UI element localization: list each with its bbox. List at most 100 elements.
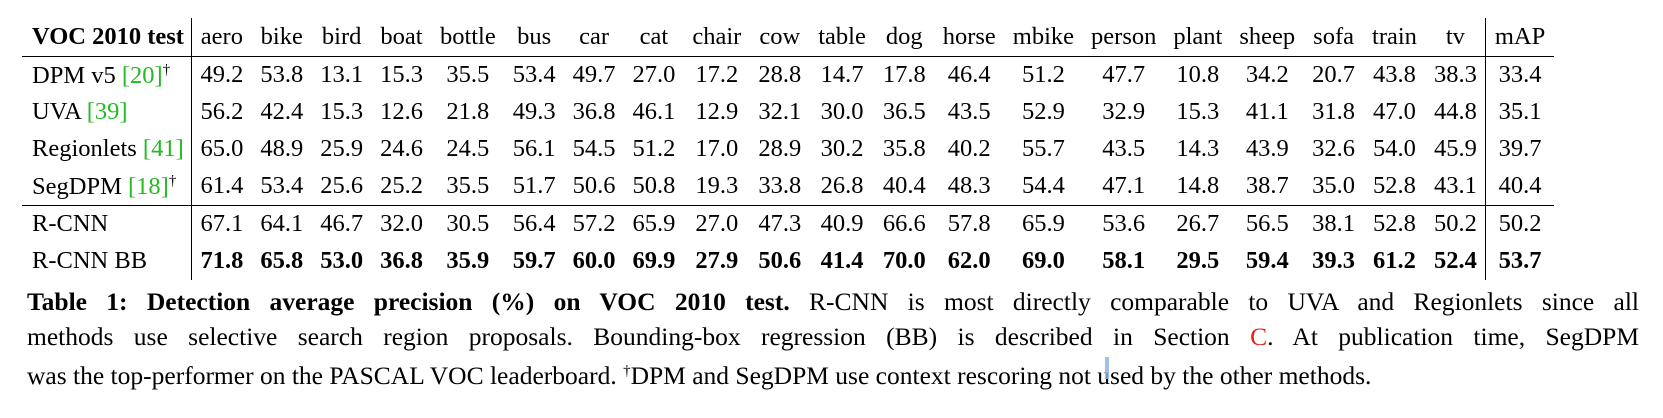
method-name: DPM v5 (32, 61, 122, 89)
ap-value-cell: 14.8 (1164, 168, 1231, 206)
ap-value-cell: 65.0 (190, 131, 252, 168)
table-caption: Table 1: Detection average precision (%)… (27, 284, 1639, 393)
ap-value-cell: 24.6 (380, 135, 423, 163)
ap-value-cell: 26.7 (1176, 210, 1220, 238)
table-row: Regionlets [41] 65.0 48.9 25.9 24.6 24.5 56.1 5… (22, 131, 1554, 168)
ap-value-cell: 60.0 (572, 247, 616, 275)
citation-link[interactable]: [39] (86, 98, 128, 126)
map-value-cell: 33.4 (1485, 56, 1554, 94)
map-value-cell: 35.1 (1485, 94, 1554, 131)
ap-value-cell: 36.8 (572, 98, 616, 126)
ap-value-cell: 15.3 (320, 98, 364, 126)
caption-text-1: R-CNN is most directly comparable to UVA… (789, 287, 1640, 316)
dagger-mark: † (168, 172, 177, 189)
section-link[interactable]: C (1250, 322, 1268, 351)
ap-value-cell: 32.0 (380, 210, 423, 238)
ap-value-cell: 30.5 (446, 210, 490, 238)
citation-link[interactable]: [18] (127, 172, 169, 200)
column-header: sheep (1230, 18, 1304, 57)
ap-value-cell: 39.3 (1312, 247, 1356, 275)
ap-value-cell: 40.9 (820, 210, 864, 238)
ap-value-cell: 32.9 (1102, 98, 1146, 126)
ap-value-cell: 17.2 (695, 61, 739, 89)
ap-value-cell: 56.1 (512, 135, 556, 163)
ap-value-cell: 49.2 (190, 56, 252, 94)
ap-value-cell: 43.9 (1245, 135, 1289, 163)
ap-value-cell: 62.0 (947, 247, 991, 275)
column-header: bus (504, 18, 565, 57)
ap-value-cell: 56.2 (190, 94, 252, 131)
results-table: VOC 2010 test aero bike bird boat bottle bus c… (22, 18, 1554, 280)
ap-value-cell: 46.4 (947, 61, 991, 89)
map-value-cell: 53.7 (1485, 243, 1554, 280)
ap-value-cell: 43.5 (947, 98, 991, 126)
ap-value-cell: 55.7 (1021, 135, 1065, 163)
citation-link[interactable]: [20] (121, 61, 163, 89)
method-name: SegDPM (32, 172, 128, 200)
ap-value-cell: 44.8 (1433, 98, 1477, 126)
ap-value-cell: 57.2 (572, 210, 616, 238)
ap-value-cell: 57.8 (947, 210, 991, 238)
ap-value-cell: 35.0 (1303, 168, 1364, 206)
ap-value-cell: 28.9 (758, 135, 802, 163)
method-name: R-CNN BB (32, 247, 148, 275)
ap-value-cell: 52.9 (1021, 98, 1065, 126)
column-header: mbike (1004, 18, 1083, 57)
ap-value-cell: 35.9 (446, 247, 490, 275)
ap-value-cell: 69.9 (632, 247, 676, 275)
ap-value-cell: 43.8 (1373, 61, 1416, 89)
method-name: R-CNN (32, 210, 109, 238)
dagger-mark: † (623, 363, 631, 379)
ap-value-cell: 12.6 (380, 98, 423, 126)
ap-value-cell: 43.1 (1425, 168, 1486, 206)
column-header: train (1363, 18, 1426, 57)
method-label: R-CNN BB (22, 243, 191, 280)
table-body: DPM v5 [20]† 49.2 53.8 13.1 15.3 35.5 53.4 49.7… (22, 56, 1554, 280)
ap-value-cell: 30.2 (820, 135, 864, 163)
ap-value-cell: 58.1 (1102, 247, 1146, 275)
dagger-mark: † (162, 61, 171, 78)
ap-value-cell: 36.8 (380, 247, 423, 275)
caption-line-2: methods use selective search region prop… (27, 319, 1639, 354)
ap-value-cell: 49.3 (512, 98, 556, 126)
ap-value-cell: 51.7 (504, 168, 565, 206)
citation-link[interactable]: [41] (142, 135, 184, 163)
column-header: aero (190, 18, 252, 57)
ap-value-cell: 53.4 (251, 168, 312, 206)
ap-value-cell: 25.9 (320, 135, 364, 163)
ap-value-cell: 24.5 (446, 135, 490, 163)
ap-value-cell: 70.0 (882, 247, 926, 275)
method-label: UVA [39] (22, 94, 191, 131)
method-name: Regionlets (32, 135, 143, 163)
column-header: car (564, 18, 624, 57)
ap-value-cell: 27.0 (632, 61, 676, 89)
ap-value-cell: 52.8 (1373, 210, 1416, 238)
table-row: UVA [39] 56.2 42.4 15.3 12.6 21.8 49.3 36.8 46.1… (22, 94, 1554, 131)
column-header: dog (874, 18, 935, 57)
ap-value-cell: 56.5 (1245, 210, 1289, 238)
ap-value-cell: 52.4 (1433, 247, 1477, 275)
text-cursor (1105, 357, 1109, 379)
column-header: plant (1164, 18, 1231, 57)
ap-value-cell: 47.0 (1373, 98, 1416, 126)
ap-value-cell: 67.1 (190, 205, 252, 243)
ap-value-cell: 50.2 (1433, 210, 1477, 238)
ap-value-cell: 14.3 (1176, 135, 1220, 163)
ap-value-cell: 38.7 (1230, 168, 1304, 206)
caption-text-3a: was the top-performer on the PASCAL VOC … (27, 361, 624, 390)
ap-value-cell: 61.2 (1373, 247, 1416, 275)
caption-line-3: was the top-performer on the PASCAL VOC … (27, 354, 1639, 393)
column-header: table (809, 18, 875, 57)
method-name: UVA (32, 98, 87, 126)
ap-value-cell: 34.2 (1245, 61, 1289, 89)
ap-value-cell: 69.0 (1021, 247, 1065, 275)
ap-value-cell: 54.5 (572, 135, 616, 163)
ap-value-cell: 26.8 (809, 168, 875, 206)
table-row: DPM v5 [20]† 49.2 53.8 13.1 15.3 35.5 53.4 49.7… (22, 56, 1554, 94)
ap-value-cell: 28.8 (758, 61, 802, 89)
ap-value-cell: 38.3 (1433, 61, 1477, 89)
map-column-header: mAP (1485, 18, 1554, 57)
ap-value-cell: 51.2 (632, 135, 676, 163)
column-header: bottle (431, 18, 505, 57)
ap-value-cell: 47.3 (758, 210, 802, 238)
